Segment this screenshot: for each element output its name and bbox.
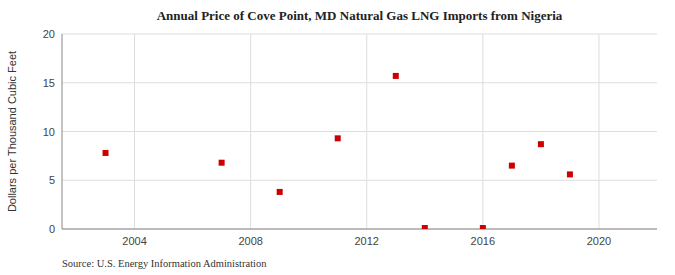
y-axis-label: Dollars per Thousand Cubic Feet (6, 51, 18, 212)
points (103, 73, 573, 229)
y-tick-label: 15 (43, 77, 55, 89)
point (219, 160, 225, 166)
point (480, 225, 486, 229)
point (393, 73, 399, 79)
grid-line-x (482, 34, 483, 229)
grid-line-y (62, 229, 657, 230)
point (277, 189, 283, 195)
x-tick-label: 2020 (587, 235, 611, 247)
title: Annual Price of Cove Point, MD Natural G… (157, 8, 563, 23)
grid-line-y (62, 180, 657, 181)
source-note: Source: U.S. Energy Information Administ… (62, 258, 267, 269)
point (103, 150, 109, 156)
grid-line-x (366, 34, 367, 229)
y-tick-label: 5 (49, 174, 55, 186)
grid-line-y (62, 34, 657, 35)
x-tick-label: 2012 (355, 235, 379, 247)
point (567, 171, 573, 177)
y-tick-label: 10 (43, 126, 55, 138)
point (509, 163, 515, 169)
point (335, 135, 341, 141)
chart-container: 0 5 10 15 20 2004 2008 2012 2016 2020 Annual Price… (0, 0, 675, 275)
x-axis-line (62, 229, 657, 230)
y-tick-label: 0 (49, 223, 55, 235)
x-tick-label: 2004 (122, 235, 146, 247)
chart: 0 5 10 15 20 2004 2008 2012 2016 2020 Annual Price… (0, 0, 675, 275)
grid-line-y (62, 82, 657, 83)
grid (62, 34, 657, 229)
x-tick-label: 2008 (238, 235, 262, 247)
grid-line-x (598, 34, 599, 229)
point (538, 141, 544, 147)
x-tick-label: 2016 (471, 235, 495, 247)
y-axis-line (62, 34, 63, 229)
grid-line-x (134, 34, 135, 229)
point (422, 225, 428, 229)
y-tick-label: 20 (43, 28, 55, 40)
grid-line-x (250, 34, 251, 229)
grid-line-y (62, 131, 657, 132)
